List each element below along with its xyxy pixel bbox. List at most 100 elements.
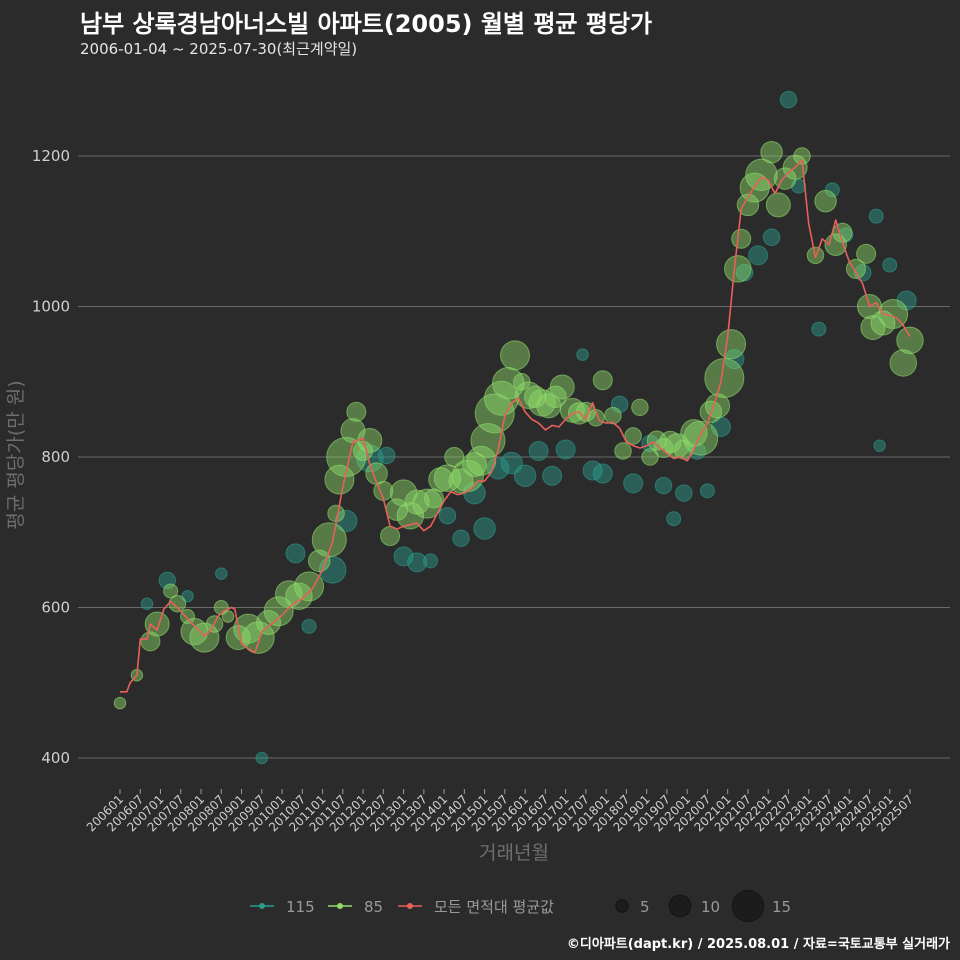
y-tick-label: 1200 [32, 147, 70, 165]
bubble-85 [180, 617, 209, 646]
bubble-115 [140, 597, 154, 610]
bubble-115 [748, 245, 769, 266]
bubble-85 [736, 193, 760, 217]
bubble-85 [233, 613, 264, 644]
bubble-85 [814, 189, 837, 213]
bubble-85 [683, 420, 719, 456]
bubble-85 [221, 610, 235, 623]
bubble-85 [896, 326, 924, 355]
bubble-115 [576, 348, 589, 361]
bubble-85 [514, 381, 543, 410]
bubble-115 [555, 439, 576, 460]
bubble-85 [311, 522, 347, 558]
legend: 115 85 모든 면적대 평균값 5 10 15 [250, 889, 791, 923]
bubble-115 [528, 440, 549, 461]
bubble-85 [524, 385, 547, 409]
bubble-85 [466, 445, 497, 476]
y-tick-label: 1000 [32, 298, 70, 316]
bubble-85 [163, 583, 179, 599]
bubble-115 [699, 483, 715, 499]
bubble-85 [294, 571, 325, 602]
legend-swatch-dot [259, 903, 265, 909]
y-tick-label: 800 [41, 448, 70, 466]
bubble-85 [263, 596, 294, 627]
bubble-115 [158, 571, 177, 590]
legend-label: 115 [286, 898, 315, 916]
bubble-85 [765, 192, 791, 218]
bubble-115 [654, 476, 673, 495]
bubble-115 [334, 509, 358, 533]
bubble-85 [396, 501, 425, 530]
grid-lines [78, 155, 950, 759]
legend-label: 85 [364, 898, 383, 916]
bubble-115 [811, 321, 827, 337]
x-axis-title: 거래년월 [479, 842, 549, 864]
legend-size-circle [615, 899, 629, 913]
y-tick-label: 400 [41, 749, 70, 767]
bubble-115 [486, 457, 510, 480]
bubble-85 [587, 409, 605, 427]
bubble-85 [745, 158, 778, 192]
bubble-85 [180, 609, 196, 625]
bubble-85 [326, 437, 367, 477]
bubble-85 [113, 696, 127, 710]
bubble-85 [760, 140, 783, 164]
x-axis-ticks: 2006012006072007012007072008012008072009… [84, 789, 916, 835]
bubble-115 [215, 567, 228, 580]
bubble-115 [393, 546, 414, 567]
bubble-85 [444, 447, 465, 467]
bubble-115 [868, 208, 884, 224]
bubble-85 [889, 349, 917, 377]
bubble-115 [377, 446, 396, 465]
bubble-85 [832, 222, 853, 243]
average-line-layer [120, 159, 911, 693]
bubble-115 [285, 543, 306, 564]
bubble-115 [762, 228, 781, 247]
chart-subtitle: 2006-01-04 ~ 2025-07-30(최근계약일) [80, 40, 358, 58]
bubble-85 [731, 228, 752, 249]
chart-title: 남부 상록경남아너스빌 아파트(2005) 월별 평균 평당가 [80, 10, 653, 38]
bubble-85 [604, 406, 622, 425]
bubble-85 [500, 340, 530, 371]
bubble-85 [423, 488, 444, 509]
y-tick-label: 600 [41, 599, 70, 617]
y-axis-ticks: 400 600 800 1000 1200 [32, 147, 70, 767]
legend-size-label: 15 [772, 898, 791, 916]
bubble-115 [873, 439, 886, 452]
bubble-115 [423, 553, 439, 569]
bubble-115 [301, 618, 317, 634]
bubble-85 [680, 419, 708, 447]
legend-swatch-dot [407, 903, 413, 909]
bubble-115 [407, 552, 428, 573]
legend-swatch-dot [337, 903, 343, 909]
bubble-115 [255, 751, 269, 765]
bubble-layer [113, 90, 924, 765]
bubble-85 [144, 611, 170, 637]
bubble-85 [716, 329, 747, 360]
bubble-85 [256, 610, 282, 636]
bubble-115 [473, 517, 496, 540]
legend-size-circle [668, 894, 692, 918]
bubble-85 [624, 427, 642, 445]
legend-label: 모든 면적대 평균값 [434, 898, 554, 916]
bubble-85 [461, 452, 487, 478]
bubble-85 [168, 594, 187, 613]
bubble-85 [549, 374, 575, 400]
bubble-115 [438, 506, 457, 525]
bubble-115 [882, 257, 898, 273]
bubble-85 [870, 310, 896, 336]
bubble-85 [641, 448, 659, 466]
bubble-115 [592, 463, 613, 484]
bubble-85 [860, 315, 886, 341]
bubble-85 [242, 621, 275, 654]
bubble-85 [592, 370, 613, 391]
bubble-85 [631, 398, 649, 417]
average-price-line [120, 159, 911, 693]
bubble-85 [470, 422, 506, 458]
bubble-115 [610, 395, 629, 414]
bubble-115 [542, 465, 563, 486]
source-caption: ©디아파트(dapt.kr) / 2025.08.01 / 자료=국토교통부 실… [566, 937, 950, 952]
legend-size-label: 5 [640, 898, 650, 916]
bubble-115 [779, 90, 798, 109]
